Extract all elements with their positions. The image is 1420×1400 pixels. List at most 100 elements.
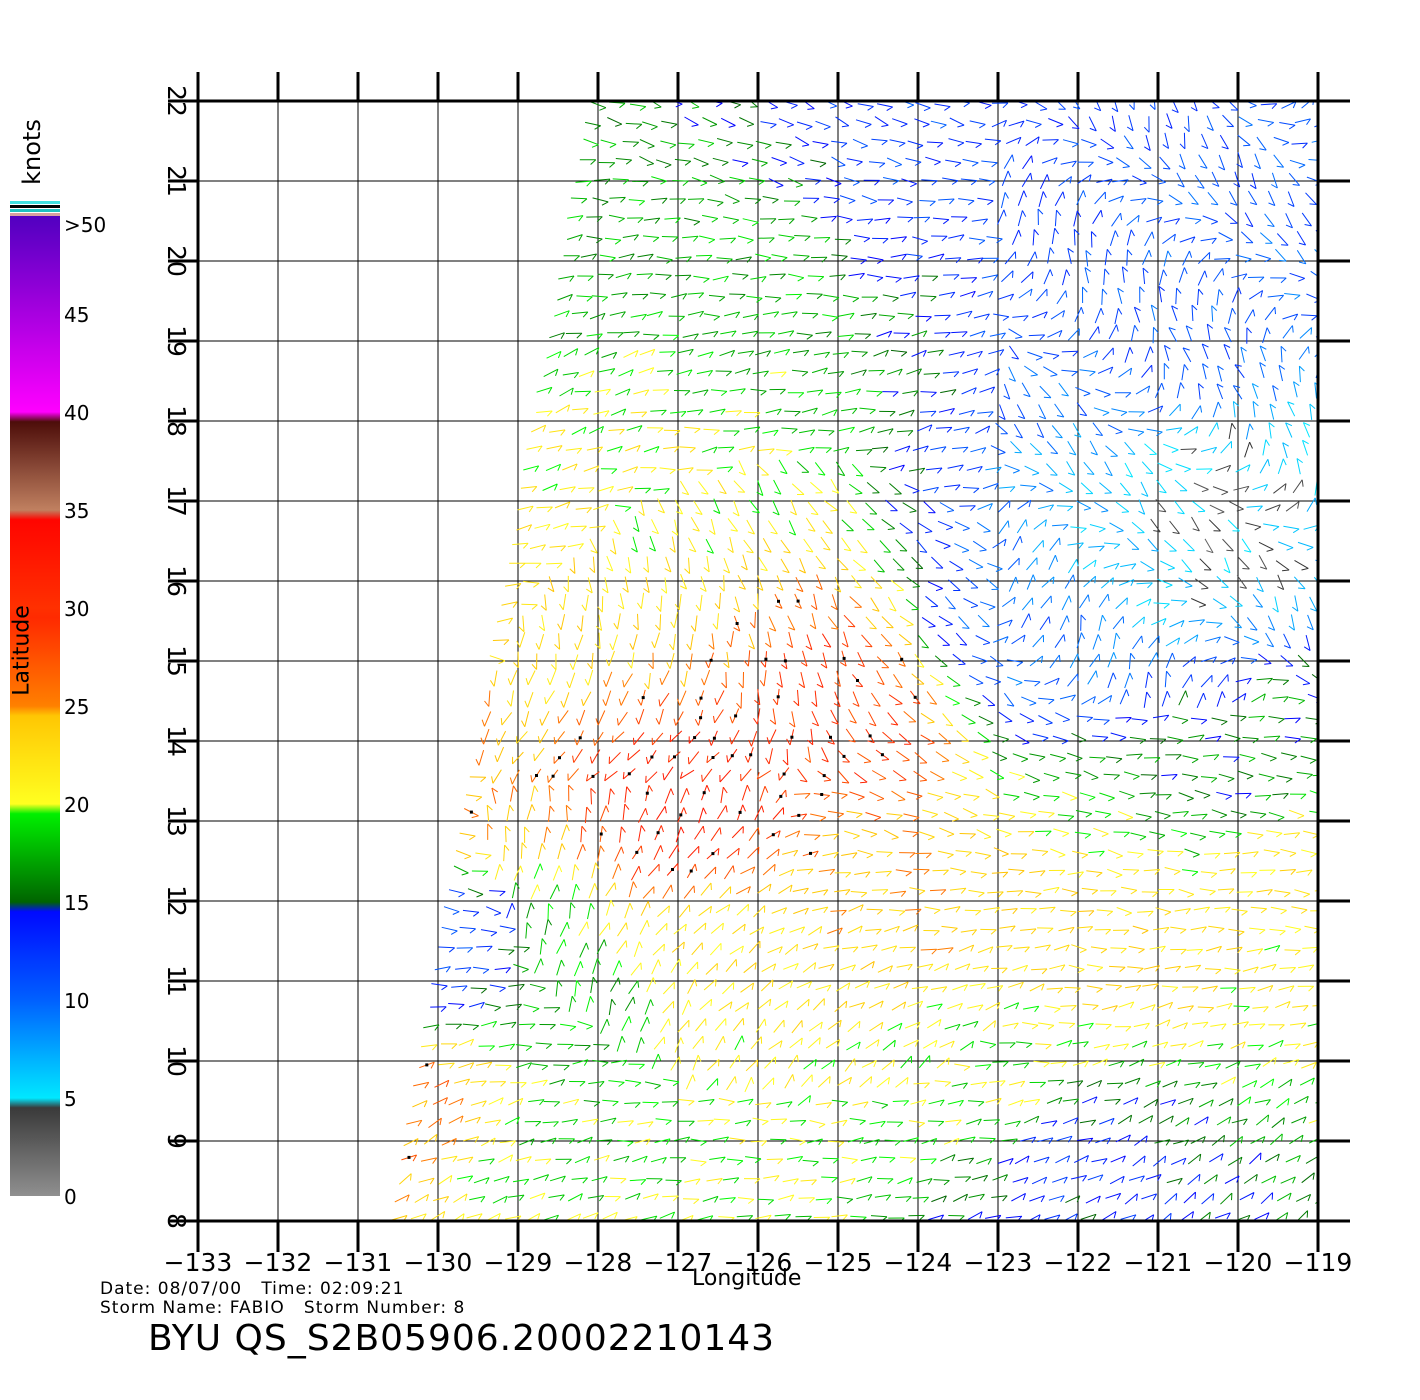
- wind-vector-barb: [1003, 539, 1007, 547]
- wind-vector-barb: [764, 549, 772, 553]
- wind-vector-barb: [927, 836, 935, 841]
- wind-vector-barb: [959, 351, 965, 358]
- wind-vector: [842, 294, 859, 299]
- wind-vector-barb: [950, 408, 955, 415]
- rain-flag: [627, 772, 631, 776]
- wind-vector: [849, 791, 865, 798]
- wind-vector: [651, 197, 668, 201]
- wind-vector-barb: [631, 547, 638, 553]
- wind-vector: [646, 311, 663, 317]
- wind-vector: [441, 1155, 458, 1160]
- wind-vector-barb: [585, 390, 592, 397]
- wind-vector: [1062, 1098, 1079, 1102]
- wind-vector: [608, 428, 625, 431]
- wind-vector-barb: [708, 370, 714, 377]
- wind-vector: [1251, 383, 1259, 399]
- wind-vector: [1244, 309, 1254, 324]
- wind-vector-barb: [775, 297, 782, 303]
- wind-vector-barb: [467, 947, 474, 953]
- wind-vector: [948, 234, 965, 239]
- wind-vector: [1248, 290, 1263, 300]
- wind-vector: [1067, 871, 1084, 875]
- wind-vector-barb: [796, 944, 798, 952]
- wind-vector-barb: [590, 159, 597, 165]
- wind-vector: [612, 519, 621, 535]
- wind-vector-barb: [1266, 327, 1271, 335]
- wind-vector: [692, 1054, 699, 1071]
- wind-vector-barb: [1294, 1059, 1300, 1066]
- wind-vector-barb: [1107, 797, 1115, 802]
- wind-vector: [1268, 422, 1272, 439]
- wind-vector: [1240, 231, 1254, 244]
- wind-vector: [1314, 249, 1318, 254]
- wind-vector: [688, 537, 697, 553]
- wind-vector-barb: [714, 979, 717, 987]
- wind-vector: [882, 177, 899, 182]
- wind-vector-barb: [560, 545, 566, 552]
- wind-vector-barb: [1109, 695, 1113, 703]
- wind-vector-barb: [742, 274, 749, 280]
- wind-vector-barb: [600, 845, 605, 852]
- wind-vector-barb: [1186, 1117, 1190, 1125]
- wind-vector-barb: [804, 235, 811, 242]
- wind-vector-barb: [494, 912, 502, 916]
- wind-vector: [1008, 576, 1017, 592]
- wind-vector: [1245, 522, 1262, 528]
- wind-vector: [714, 709, 724, 724]
- wind-vector: [462, 1023, 479, 1027]
- wind-vector-barb: [1063, 1176, 1068, 1184]
- wind-vector: [1296, 250, 1307, 265]
- wind-vector: [871, 889, 888, 891]
- wind-vector: [935, 539, 951, 547]
- wind-vector: [1237, 770, 1254, 777]
- wind-vector: [948, 579, 961, 591]
- wind-vector: [662, 1195, 679, 1198]
- wind-vector-barb: [1283, 696, 1289, 703]
- wind-vector-barb: [628, 1120, 634, 1127]
- wind-vector-barb: [652, 237, 660, 243]
- wind-vector: [516, 731, 528, 744]
- wind-vector-barb: [955, 906, 961, 913]
- wind-vector-barb: [1298, 587, 1306, 590]
- wind-vector-barb: [1201, 489, 1209, 493]
- wind-vector-barb: [618, 446, 623, 453]
- wind-vector: [966, 1118, 982, 1125]
- wind-vector: [895, 1077, 909, 1088]
- wind-vector-barb: [1192, 528, 1200, 532]
- wind-vector: [1043, 352, 1060, 356]
- wind-vector: [660, 595, 663, 612]
- wind-vector: [1120, 1214, 1137, 1220]
- wind-vector-barb: [779, 389, 786, 395]
- wind-vector: [458, 1038, 474, 1046]
- wind-vector-barb: [1088, 796, 1096, 801]
- wind-vector: [570, 197, 587, 200]
- wind-vector-barb: [1276, 832, 1283, 838]
- wind-vector: [1044, 1214, 1061, 1220]
- wind-vector-barb: [811, 701, 818, 707]
- wind-vector: [597, 273, 614, 276]
- wind-vector-barb: [746, 368, 751, 375]
- wind-vector-barb: [1198, 288, 1204, 295]
- wind-vector-barb: [494, 1006, 501, 1012]
- wind-vector: [985, 788, 1000, 798]
- wind-vector: [789, 1037, 803, 1049]
- wind-vector-barb: [1189, 1098, 1194, 1105]
- wind-vector-barb: [930, 392, 937, 398]
- wind-vector: [619, 826, 622, 843]
- wind-vector: [592, 1059, 609, 1063]
- wind-vector-barb: [1139, 286, 1145, 293]
- rain-flag: [671, 868, 674, 871]
- wind-vector: [952, 653, 966, 665]
- wind-vector: [810, 728, 814, 745]
- wind-vector-barb: [746, 551, 754, 554]
- wind-vector-barb: [842, 1119, 848, 1127]
- wind-vector: [947, 464, 964, 469]
- wind-vector-barb: [1142, 267, 1149, 274]
- wind-vector-barb: [1127, 795, 1135, 800]
- wind-vector: [1285, 213, 1293, 229]
- wind-vector-barb: [777, 830, 781, 838]
- wind-vector-barb: [1227, 1003, 1233, 1010]
- wind-vector: [1242, 1080, 1258, 1088]
- wind-vector: [846, 1041, 861, 1051]
- wind-vector: [506, 903, 513, 919]
